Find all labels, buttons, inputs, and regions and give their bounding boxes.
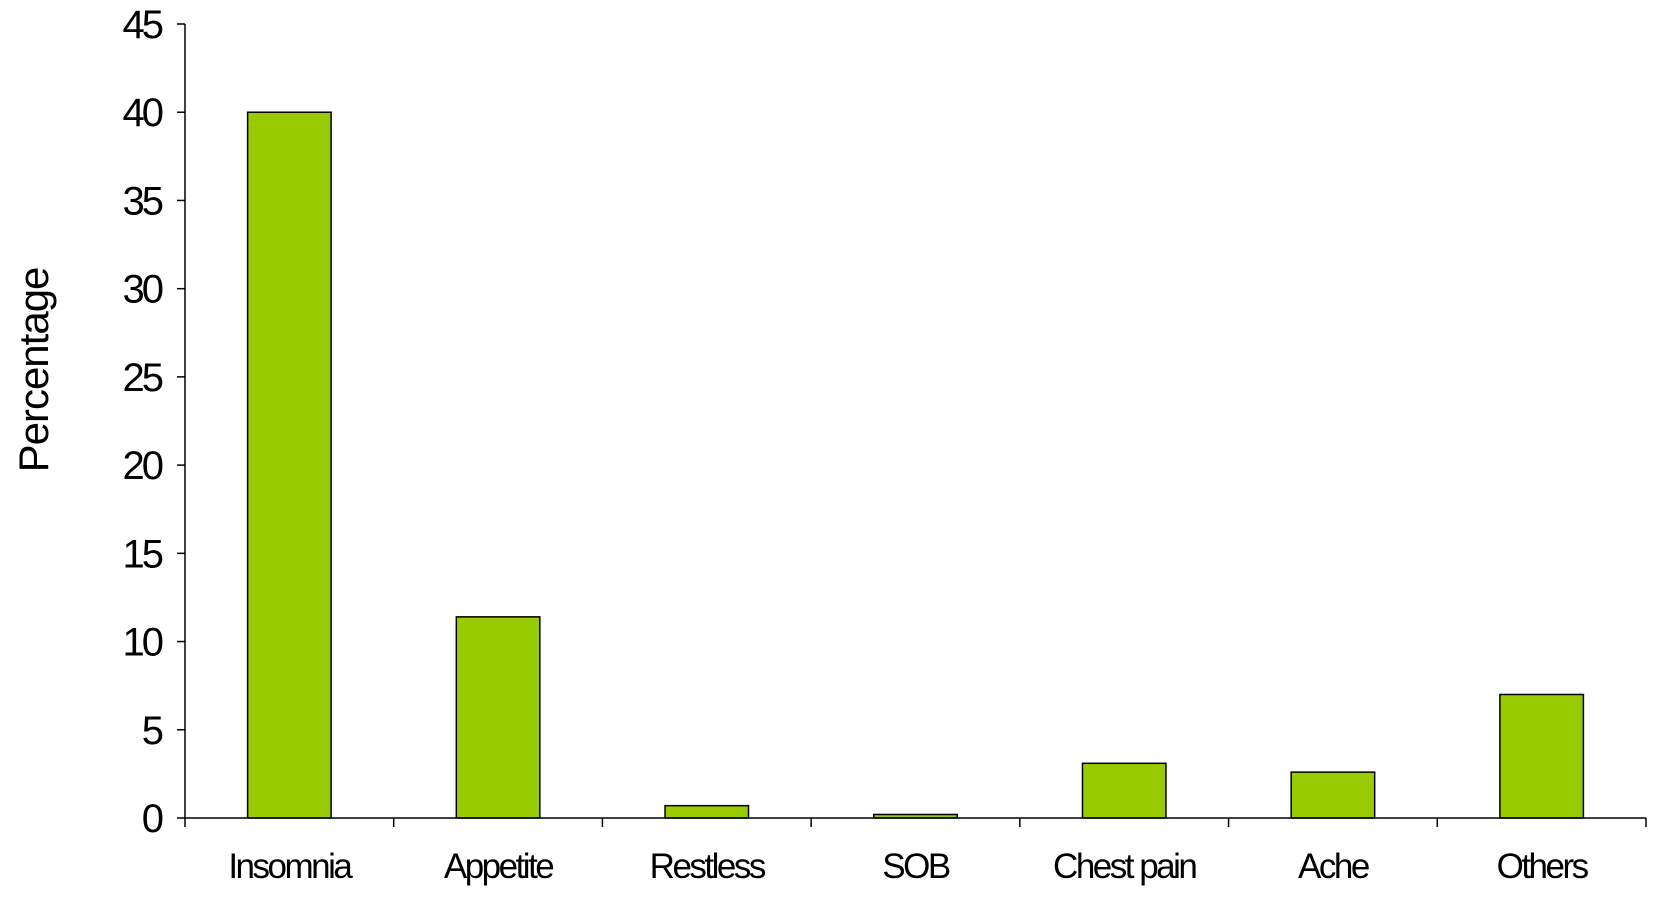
y-tick-label: 40 — [123, 91, 163, 135]
y-tick-label: 15 — [123, 532, 163, 576]
x-category-label: Others — [1497, 847, 1589, 886]
y-tick-label: 20 — [123, 444, 163, 488]
x-category-label: Insomnia — [228, 847, 353, 886]
x-category-label: Restless — [650, 847, 766, 886]
bar-restless — [664, 804, 750, 819]
y-tick-label: 25 — [123, 356, 163, 400]
x-category-label: Ache — [1298, 847, 1369, 886]
y-tick-label: 5 — [142, 709, 163, 753]
bar-chest-pain — [1081, 762, 1167, 819]
y-axis-ticks: 0 5 10 15 20 25 30 35 40 45 — [123, 3, 185, 841]
x-category-label: SOB — [882, 847, 950, 886]
bars — [246, 111, 1585, 819]
x-category-label: Chest pain — [1053, 847, 1196, 886]
bar-appetite — [455, 616, 541, 819]
y-tick-label: 45 — [123, 3, 163, 47]
bar-others — [1499, 693, 1585, 819]
y-tick-label: 30 — [123, 268, 163, 312]
x-axis-ticks: Insomnia Appetite Restless SOB Chest pain Ach… — [184, 818, 1647, 886]
y-tick-label: 35 — [123, 179, 163, 223]
bar-ache — [1290, 771, 1376, 819]
y-tick-label: 10 — [123, 621, 163, 665]
y-tick-label: 0 — [142, 797, 163, 841]
bar-insomnia — [246, 111, 332, 819]
y-axis-title: Percentage — [10, 268, 57, 473]
x-category-label: Appetite — [444, 847, 553, 886]
